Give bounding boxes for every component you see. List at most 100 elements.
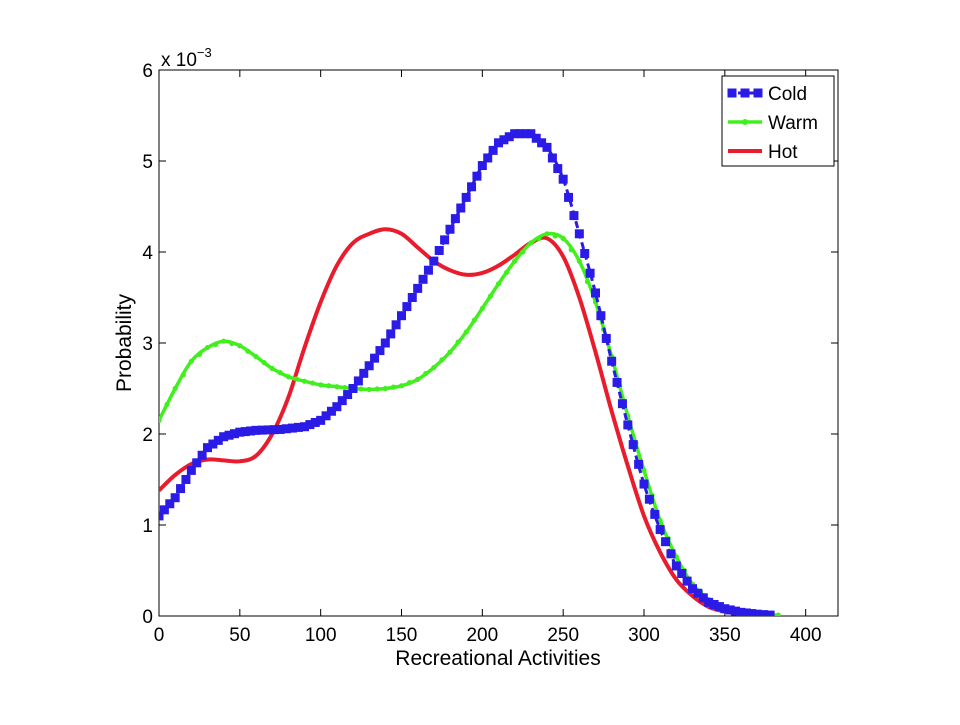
- data-point-warm: [245, 348, 251, 354]
- data-point-cold: [704, 597, 714, 607]
- data-point-warm: [439, 357, 445, 363]
- data-point-cold: [213, 435, 223, 445]
- data-point-cold: [553, 164, 563, 174]
- data-point-cold: [596, 311, 606, 321]
- data-point-cold: [293, 422, 303, 432]
- data-point-cold: [693, 588, 703, 598]
- data-point-cold: [219, 432, 229, 442]
- data-point-cold: [709, 599, 719, 609]
- data-point-warm: [406, 379, 413, 386]
- data-point-cold: [402, 302, 412, 312]
- data-point-warm: [358, 386, 364, 392]
- data-point-warm: [431, 364, 437, 371]
- legend-label-hot: Hot: [768, 142, 798, 163]
- data-point-cold: [181, 475, 191, 484]
- data-point-cold: [364, 361, 374, 371]
- data-point-cold: [353, 376, 363, 386]
- data-point-cold: [617, 399, 627, 409]
- data-point-cold: [229, 429, 239, 439]
- data-point-cold: [682, 576, 692, 586]
- legend: Cold Warm Hot: [721, 75, 835, 167]
- data-point-cold: [666, 549, 676, 559]
- data-point-warm: [237, 343, 243, 349]
- data-point-warm: [447, 349, 453, 355]
- data-point-warm: [229, 340, 235, 347]
- data-point-cold: [650, 509, 660, 519]
- y-exponent-power: −3: [197, 45, 212, 60]
- data-point-cold: [714, 602, 724, 612]
- data-point-cold: [434, 245, 444, 255]
- data-point-cold: [348, 384, 358, 393]
- legend-label-warm: Warm: [768, 113, 818, 134]
- data-point-cold: [370, 353, 380, 363]
- x-tick-label: 50: [229, 625, 250, 646]
- data-point-cold: [224, 430, 234, 440]
- data-point-cold: [741, 608, 751, 616]
- data-point-cold: [526, 129, 536, 139]
- data-point-cold: [251, 425, 261, 435]
- data-point-warm: [479, 305, 485, 312]
- data-point-cold: [542, 142, 552, 152]
- data-point-warm: [657, 517, 663, 524]
- data-point-cold: [235, 427, 245, 437]
- y-tick-label: 6: [142, 61, 153, 82]
- data-point-cold: [332, 402, 342, 412]
- data-point-cold: [564, 192, 574, 202]
- data-point-warm: [188, 358, 194, 364]
- y-tick-label: 3: [142, 334, 153, 355]
- data-point-warm: [503, 269, 510, 276]
- data-point-cold: [731, 606, 741, 616]
- data-point-cold: [440, 235, 450, 245]
- data-point-warm: [164, 401, 170, 408]
- data-point-cold: [165, 499, 175, 509]
- data-point-warm: [528, 240, 534, 246]
- data-point-cold: [580, 249, 590, 259]
- data-point-warm: [382, 385, 388, 392]
- data-point-warm: [512, 258, 518, 264]
- data-point-warm: [584, 278, 591, 285]
- x-tick-label: 300: [628, 625, 660, 646]
- data-point-warm: [495, 281, 502, 287]
- data-point-cold: [281, 424, 291, 434]
- data-point-cold: [569, 211, 579, 221]
- legend-label-cold: Cold: [768, 84, 807, 105]
- data-point-cold: [456, 203, 466, 213]
- data-point-warm: [221, 338, 227, 344]
- data-point-cold: [510, 129, 520, 139]
- x-tick-label: 400: [790, 625, 822, 646]
- data-point-warm: [159, 417, 162, 423]
- data-point-cold: [644, 494, 654, 504]
- data-point-warm: [172, 385, 178, 392]
- data-point-cold: [176, 484, 186, 494]
- x-tick-label: 100: [305, 625, 337, 646]
- data-point-cold: [623, 420, 633, 430]
- y-tick-label: 4: [142, 243, 153, 264]
- data-point-warm: [180, 372, 186, 378]
- data-point-cold: [698, 593, 708, 603]
- data-point-cold: [337, 396, 347, 406]
- y-tick-label: 0: [142, 607, 153, 628]
- legend-swatches: [727, 88, 763, 153]
- data-point-cold: [192, 458, 202, 468]
- data-point-cold: [450, 214, 460, 224]
- data-point-warm: [269, 365, 275, 372]
- data-point-cold: [240, 427, 250, 437]
- data-point-warm: [641, 467, 647, 473]
- data-point-warm: [398, 383, 405, 389]
- data-point-cold: [208, 439, 218, 449]
- data-point-cold: [429, 256, 439, 266]
- data-point-warm: [204, 344, 211, 351]
- series-line-hot: [159, 227, 755, 616]
- series-cold: [159, 129, 775, 616]
- data-point-cold: [386, 329, 396, 339]
- legend-swatch-warm: [728, 119, 762, 125]
- data-point-cold: [159, 511, 164, 521]
- data-point-cold: [269, 425, 279, 435]
- data-point-cold: [574, 229, 584, 239]
- data-point-cold: [461, 192, 471, 202]
- data-point-warm: [301, 378, 308, 384]
- data-point-cold: [477, 161, 487, 171]
- data-point-cold: [537, 138, 547, 148]
- data-point-cold: [203, 443, 212, 453]
